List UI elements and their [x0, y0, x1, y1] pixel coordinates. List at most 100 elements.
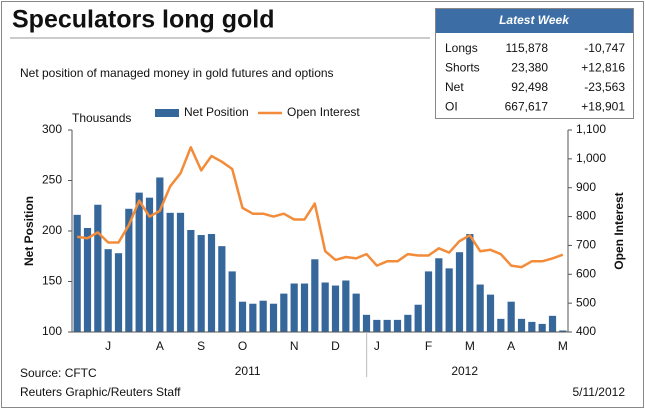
- bar: [125, 208, 133, 332]
- x-tick-label: S: [197, 339, 205, 353]
- bar: [331, 285, 340, 332]
- plot: [73, 177, 567, 332]
- bar: [507, 301, 515, 332]
- bar: [300, 283, 309, 332]
- year-label: 2011: [235, 364, 261, 378]
- bar: [238, 301, 247, 332]
- x-tick-label: M: [558, 339, 568, 353]
- x-tick-label: O: [238, 339, 247, 353]
- x-tick-label: N: [290, 339, 299, 353]
- table-title: Latest Week: [499, 13, 570, 27]
- table-cell: -23,563: [584, 80, 625, 94]
- bar: [280, 293, 288, 332]
- y-axis-label: Net Position: [22, 196, 36, 266]
- bar: [548, 315, 557, 332]
- x-tick-label: A: [156, 339, 164, 353]
- bar: [94, 204, 102, 332]
- bar: [559, 330, 567, 332]
- bar: [145, 197, 154, 332]
- y-tick-label: 250: [42, 173, 62, 187]
- bar: [269, 303, 278, 332]
- bar: [393, 319, 402, 332]
- bar: [352, 293, 360, 332]
- bar: [435, 258, 443, 332]
- x-tick-label: A: [507, 339, 515, 353]
- table-cell: Shorts: [445, 61, 480, 75]
- bar: [383, 319, 391, 332]
- bar: [156, 177, 164, 332]
- bar: [497, 318, 505, 332]
- x-tick-label: J: [105, 339, 111, 353]
- bar: [311, 259, 319, 332]
- y-tick-label: 100: [42, 324, 62, 338]
- table-cell: Longs: [445, 41, 478, 55]
- table-cell: +12,816: [581, 61, 625, 75]
- y2-tick-label: 900: [576, 180, 596, 194]
- bar: [187, 229, 195, 332]
- bar: [414, 304, 422, 332]
- table-cell: 92,498: [511, 80, 548, 94]
- subtitle: Net position of managed money in gold fu…: [20, 66, 334, 80]
- table-cell: 667,617: [505, 100, 549, 114]
- bar: [290, 283, 298, 332]
- table-header: [436, 9, 633, 33]
- bar: [114, 253, 123, 332]
- credit: Reuters Graphic/Reuters Staff: [20, 385, 181, 399]
- bar: [342, 280, 350, 332]
- bar: [207, 234, 216, 332]
- bar: [166, 212, 174, 332]
- bar: [104, 249, 112, 332]
- y-unit: Thousands: [72, 111, 131, 125]
- bar: [373, 319, 381, 332]
- bar: [424, 271, 433, 332]
- x-tick-label: J: [374, 339, 380, 353]
- bar: [197, 235, 205, 332]
- bar: [445, 268, 453, 332]
- bar: [83, 227, 92, 332]
- y2-tick-label: 800: [576, 209, 596, 223]
- bar: [176, 212, 185, 332]
- y2-tick-label: 600: [576, 266, 596, 280]
- bar: [455, 252, 464, 332]
- source: Source: CFTC: [20, 366, 97, 380]
- bar: [476, 284, 484, 332]
- y2-axis-label: Open Interest: [612, 192, 626, 269]
- bar: [259, 300, 267, 332]
- y2-tick-label: 1,100: [576, 122, 606, 136]
- line: [77, 146, 564, 269]
- bar: [466, 234, 474, 332]
- bar: [528, 321, 536, 332]
- bar: [218, 246, 226, 332]
- bar: [538, 323, 546, 332]
- legend-label: Net Position: [184, 105, 249, 119]
- y-tick-label: 200: [42, 223, 62, 237]
- bar: [228, 271, 236, 332]
- bar: [73, 214, 81, 332]
- legend-label: Open Interest: [287, 105, 360, 119]
- y2-tick-label: 500: [576, 295, 596, 309]
- y2-tick-label: 400: [576, 324, 596, 338]
- table-cell: 23,380: [511, 61, 548, 75]
- bar: [404, 314, 412, 332]
- y2-tick-label: 700: [576, 238, 596, 252]
- table-cell: Net: [445, 80, 464, 94]
- bar: [135, 192, 143, 332]
- x-tick-label: D: [331, 339, 340, 353]
- x-tick-label: M: [465, 339, 475, 353]
- date: 5/11/2012: [573, 385, 626, 399]
- bar: [362, 314, 371, 332]
- table-cell: +18,901: [581, 100, 625, 114]
- bar: [517, 318, 526, 332]
- y-tick-label: 300: [42, 122, 62, 136]
- year-label: 2012: [451, 364, 478, 378]
- table-cell: -10,747: [584, 41, 625, 55]
- legend-swatch: [155, 109, 179, 117]
- table-cell: OI: [445, 100, 458, 114]
- y2-tick-label: 1,000: [576, 151, 606, 165]
- y-tick-label: 150: [42, 274, 62, 288]
- x-tick-label: F: [425, 339, 432, 353]
- chart-title: Speculators long gold: [12, 6, 275, 34]
- bar: [321, 282, 329, 332]
- table-cell: 115,878: [506, 41, 549, 55]
